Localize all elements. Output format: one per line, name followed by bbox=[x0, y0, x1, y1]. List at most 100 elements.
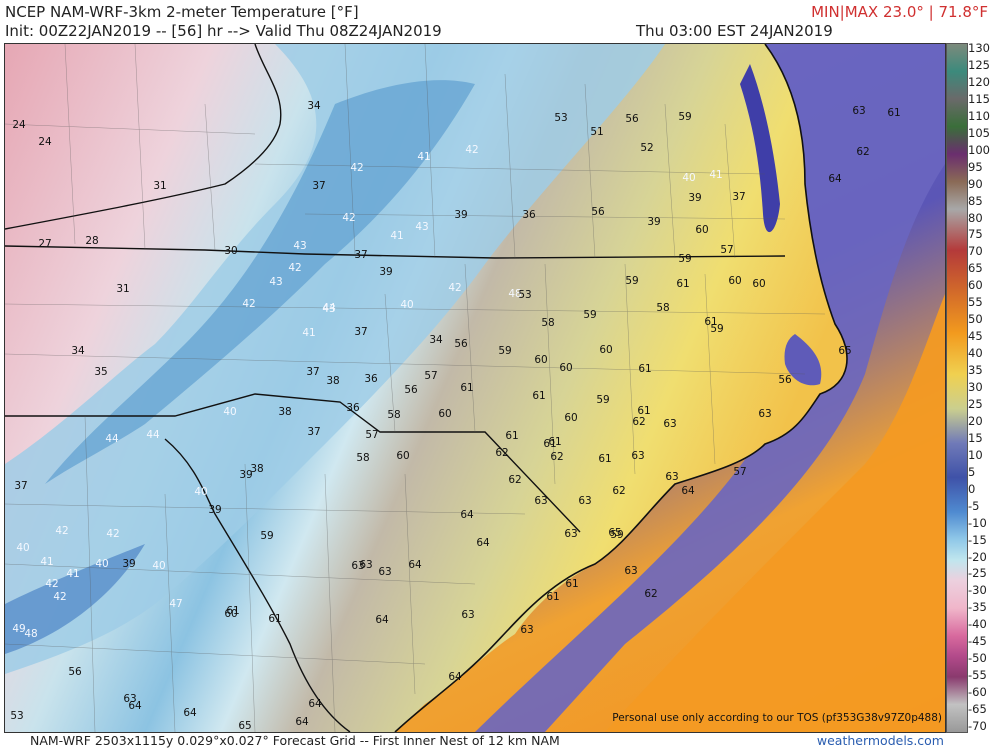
temperature-value: 40 bbox=[16, 542, 30, 554]
temperature-value: 42 bbox=[465, 144, 479, 156]
temperature-value: 40 bbox=[95, 558, 109, 570]
temperature-value: 47 bbox=[169, 598, 183, 610]
temperature-value: 36 bbox=[522, 209, 536, 221]
temperature-value: 57 bbox=[424, 370, 438, 382]
temperature-value: 61 bbox=[543, 438, 557, 450]
color-scale-tick: 110 bbox=[968, 108, 990, 123]
temperature-value: 49 bbox=[12, 623, 26, 635]
temperature-value: 60 bbox=[559, 362, 573, 374]
temperature-value: 41 bbox=[709, 169, 723, 181]
pamlico-sound bbox=[784, 334, 822, 386]
site-link[interactable]: weathermodels.com bbox=[816, 733, 944, 748]
cool-coastal-band bbox=[475, 44, 945, 732]
temperature-value: 62 bbox=[856, 146, 870, 158]
temperature-value: 64 bbox=[828, 173, 842, 185]
temperature-value: 61 bbox=[637, 405, 651, 417]
temperature-value: 64 bbox=[308, 698, 322, 710]
color-scale-tick: 95 bbox=[968, 159, 983, 174]
temperature-value: 53 bbox=[10, 710, 24, 722]
color-scale-tick: 20 bbox=[968, 413, 983, 428]
temperature-value: 37 bbox=[354, 326, 368, 338]
temperature-value: 42 bbox=[45, 578, 59, 590]
temperature-value: 59 bbox=[678, 111, 692, 123]
color-scale-tick: -15 bbox=[968, 532, 987, 547]
temperature-value: 63 bbox=[461, 609, 475, 621]
color-scale-tick: 25 bbox=[968, 396, 983, 411]
temperature-value: 38 bbox=[250, 463, 264, 475]
color-scale-tick: -40 bbox=[968, 617, 987, 632]
temperature-value: 59 bbox=[610, 529, 624, 541]
temperature-value: 62 bbox=[495, 447, 509, 459]
temperature-value: 64 bbox=[128, 700, 142, 712]
valid-local-time: Thu 03:00 EST 24JAN2019 bbox=[636, 22, 833, 40]
temperature-value: 30 bbox=[224, 245, 238, 257]
temperature-value: 63 bbox=[578, 495, 592, 507]
county-lines bbox=[5, 44, 826, 732]
color-scale-tick: 10 bbox=[968, 447, 983, 462]
temperature-value: 61 bbox=[565, 578, 579, 590]
temperature-value: 61 bbox=[546, 591, 560, 603]
temperature-map bbox=[4, 43, 946, 733]
color-scale-tick: 55 bbox=[968, 295, 983, 310]
temperature-value: 60 bbox=[599, 344, 613, 356]
temperature-value: 38 bbox=[326, 375, 340, 387]
temperature-value: 64 bbox=[408, 559, 422, 571]
temperature-value: 51 bbox=[590, 126, 604, 138]
color-scale-tick: -70 bbox=[968, 719, 987, 733]
temperature-value: 60 bbox=[564, 412, 578, 424]
temperature-value: 62 bbox=[632, 416, 646, 428]
temperature-value: 42 bbox=[350, 162, 364, 174]
temperature-value: 59 bbox=[596, 394, 610, 406]
temperature-value: 63 bbox=[758, 408, 772, 420]
temperature-value: 37 bbox=[312, 180, 326, 192]
temperature-value: 40 bbox=[682, 172, 696, 184]
temperature-value: 59 bbox=[710, 323, 724, 335]
color-scale-tick: 80 bbox=[968, 210, 983, 225]
temperature-value: 28 bbox=[85, 235, 99, 247]
temperature-value: 42 bbox=[242, 298, 256, 310]
color-scale-tick: -60 bbox=[968, 685, 987, 700]
temperature-value: 65 bbox=[608, 527, 622, 539]
state-boundaries bbox=[5, 44, 786, 732]
temperature-value: 41 bbox=[302, 327, 316, 339]
temperature-value: 62 bbox=[550, 451, 564, 463]
temperature-value: 39 bbox=[688, 192, 702, 204]
temperature-value: 63 bbox=[351, 560, 365, 572]
nc-sc-border bbox=[5, 393, 581, 533]
color-scale-tick: 35 bbox=[968, 363, 983, 378]
color-scale-tick: 75 bbox=[968, 227, 983, 242]
temperature-value: 34 bbox=[71, 345, 85, 357]
color-scale-tick: 125 bbox=[968, 57, 990, 72]
temperature-value: 41 bbox=[66, 568, 80, 580]
color-scale-tick: 115 bbox=[968, 91, 990, 106]
temperature-value: 61 bbox=[460, 382, 474, 394]
temperature-value: 37 bbox=[732, 191, 746, 203]
temperature-value: 63 bbox=[520, 624, 534, 636]
temperature-value: 59 bbox=[498, 345, 512, 357]
temperature-value: 65 bbox=[238, 720, 252, 732]
temperature-value: 63 bbox=[624, 565, 638, 577]
cold-pocket-sw bbox=[5, 544, 145, 654]
temperature-value: 42 bbox=[448, 282, 462, 294]
temperature-value: 62 bbox=[612, 485, 626, 497]
color-scale-tick: 15 bbox=[968, 430, 983, 445]
temperature-value: 39 bbox=[454, 209, 468, 221]
min-max-readout: MIN|MAX 23.0° | 71.8°F bbox=[811, 3, 988, 21]
color-scale-tick: -30 bbox=[968, 583, 987, 598]
temperature-value: 37 bbox=[14, 480, 28, 492]
temperature-value: 57 bbox=[365, 429, 379, 441]
temperature-value: 44 bbox=[105, 433, 119, 445]
tos-notice: Personal use only according to our TOS (… bbox=[612, 712, 942, 724]
color-scale-tick: -5 bbox=[968, 498, 980, 513]
temperature-value: 56 bbox=[591, 206, 605, 218]
temperature-value: 34 bbox=[429, 334, 443, 346]
temperature-value: 59 bbox=[625, 275, 639, 287]
color-scale-tick: 45 bbox=[968, 329, 983, 344]
temperature-value: 63 bbox=[564, 528, 578, 540]
temperature-value: 41 bbox=[390, 230, 404, 242]
temperature-value: 59 bbox=[260, 530, 274, 542]
color-scale-tick: 70 bbox=[968, 244, 983, 259]
temperature-value: 58 bbox=[656, 302, 670, 314]
temperature-value: 40 bbox=[152, 560, 166, 572]
temperature-value: 31 bbox=[116, 283, 130, 295]
